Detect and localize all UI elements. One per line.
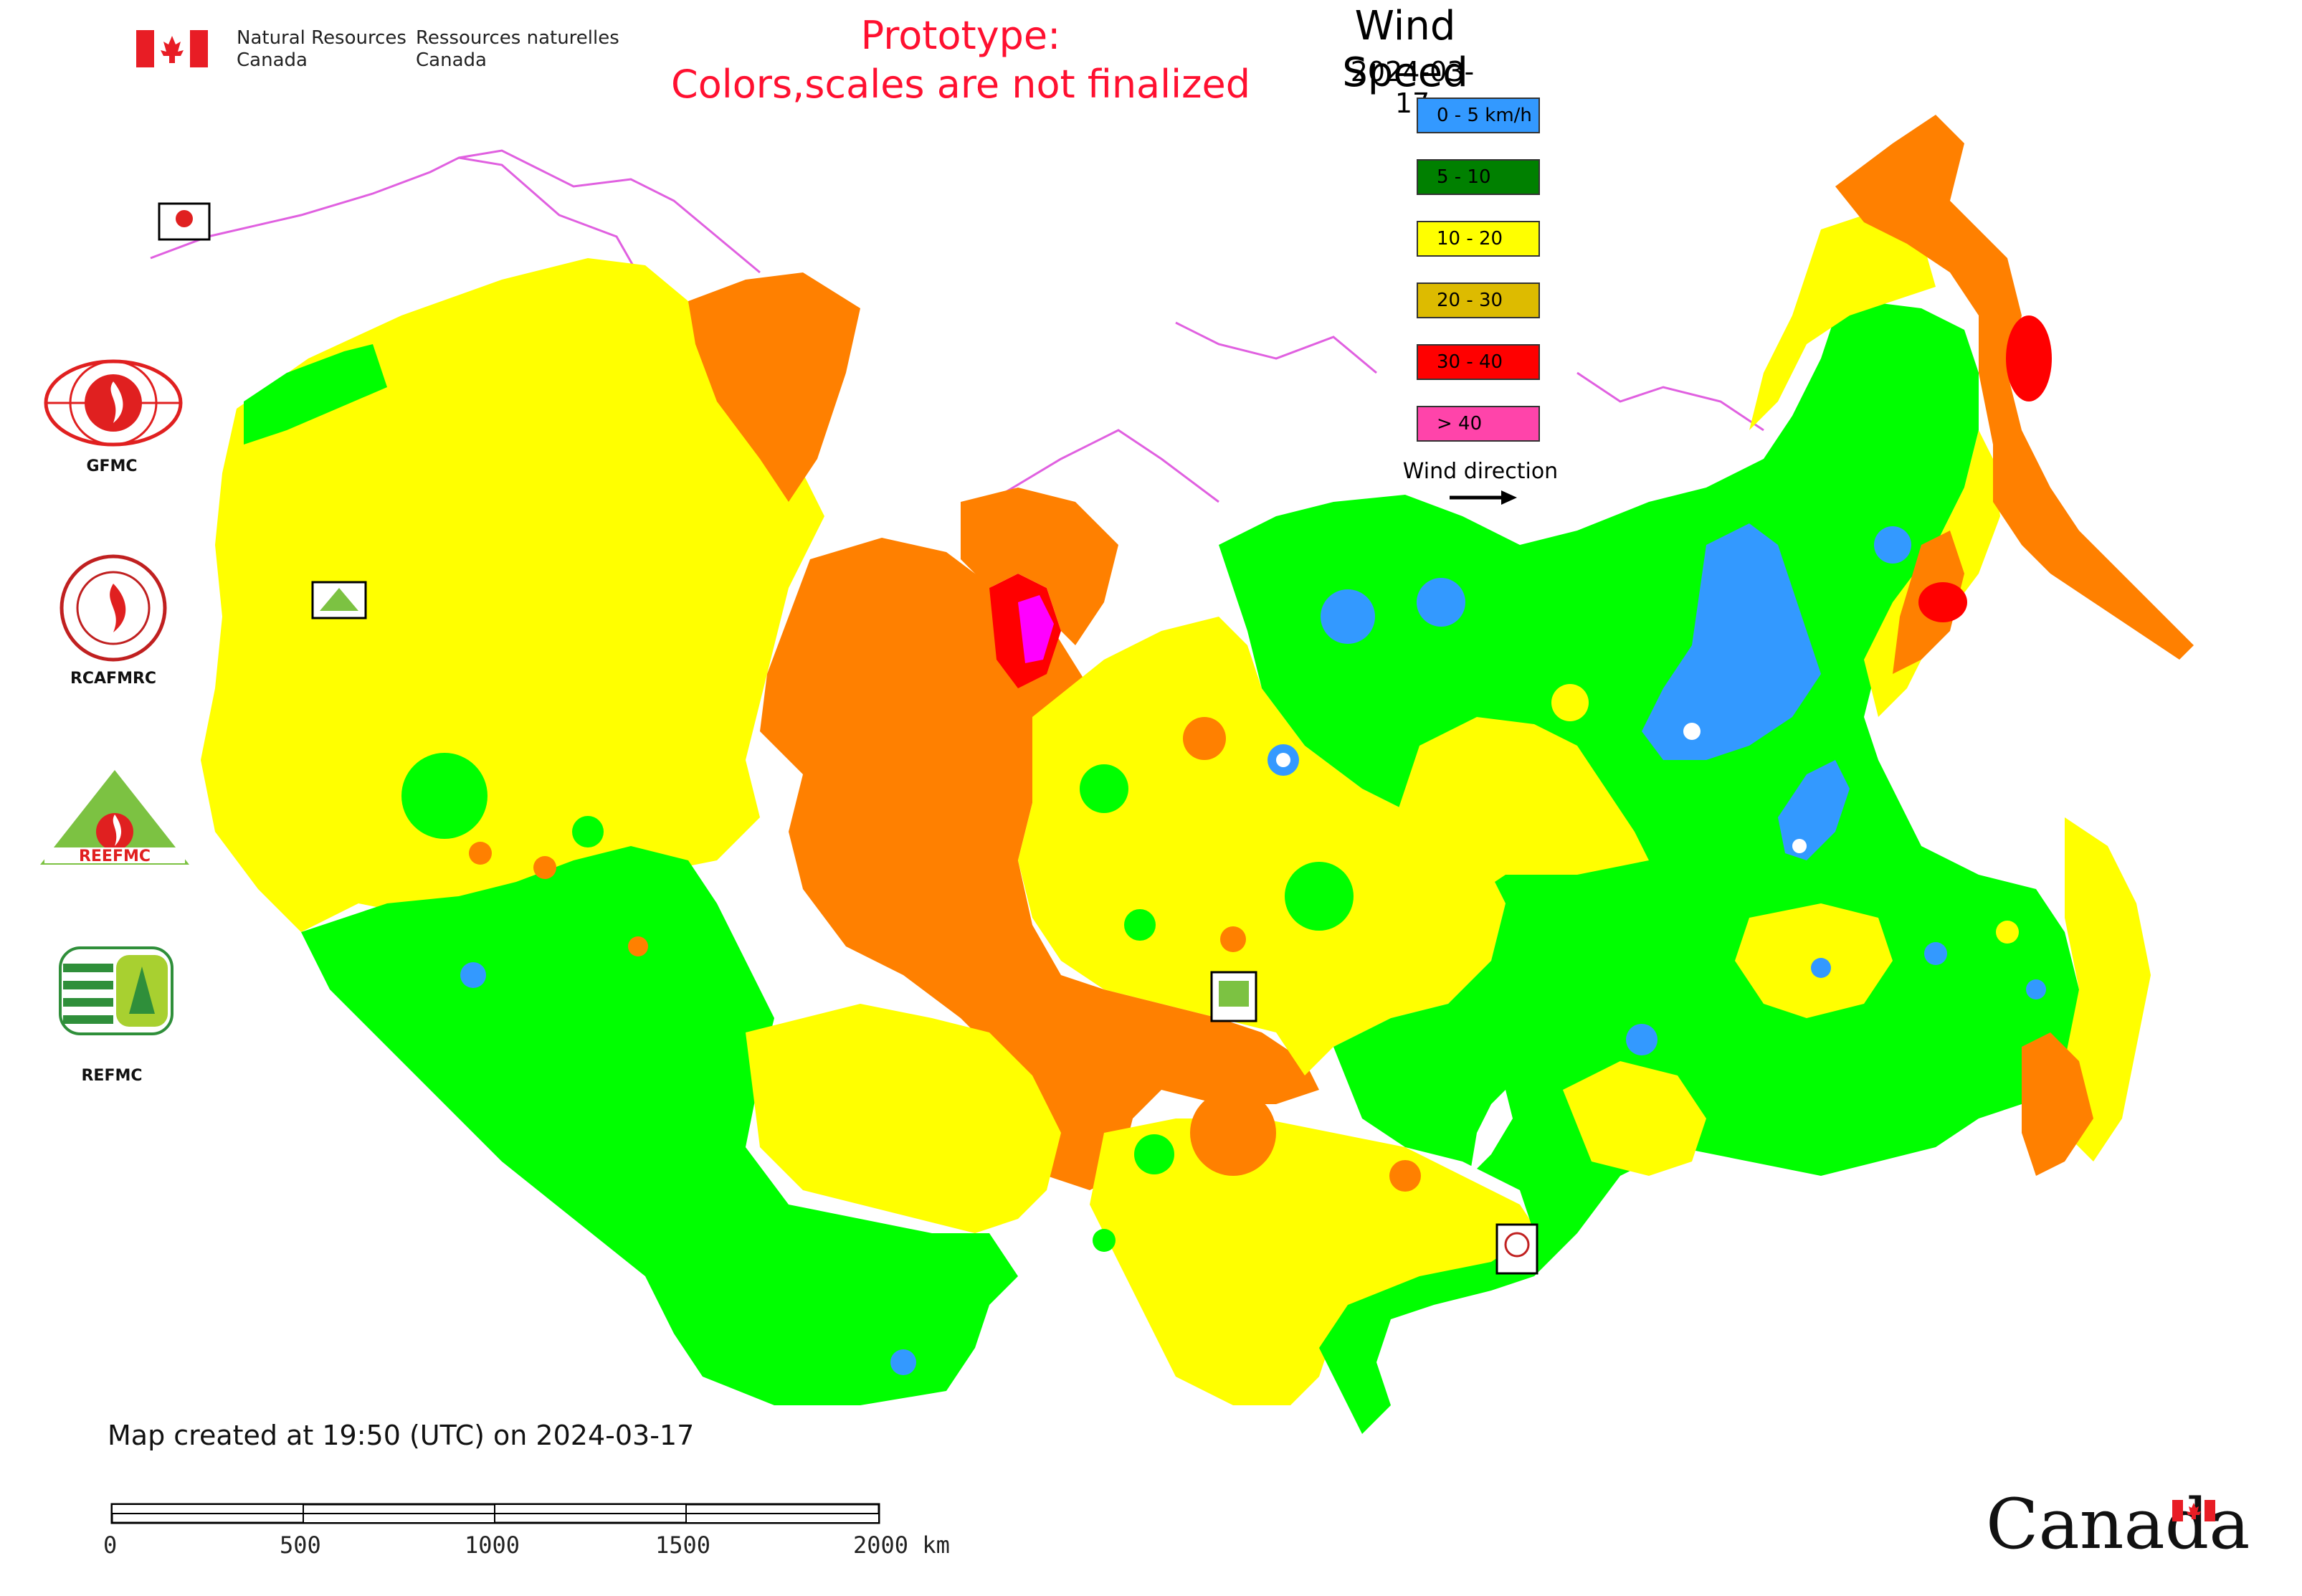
rcafmrc-logo-icon [60, 554, 167, 662]
region-red-kamchatka [2006, 315, 2052, 402]
canada-wordmark-flag-icon [2172, 1500, 2215, 1521]
legend-item-over-40: > 40 [1417, 406, 1540, 442]
region-orange-primorye [2022, 1032, 2093, 1176]
region-yellow-west [201, 258, 824, 932]
region-yellow-east-south [1735, 903, 1893, 1018]
map-lakes [1276, 723, 1807, 1176]
region-yellow-centraleast [1319, 717, 1649, 1004]
legend-item-20-30: 20 - 30 [1417, 282, 1540, 318]
canada-wordmark: Canada [1986, 1484, 2250, 1564]
map-borders [150, 149, 1764, 503]
refmc-logo-label: REFMC [81, 1067, 143, 1085]
region-yellow-chukotka [1749, 215, 1936, 430]
refmc-logo-icon [59, 946, 173, 1035]
legend-item-10-20: 10 - 20 [1417, 221, 1540, 257]
reefmc-logo-icon: REEFMC [40, 770, 189, 865]
svg-text:REEFMC: REEFMC [79, 847, 151, 865]
region-yellow-primorye [2065, 817, 2151, 1162]
scale-bar [110, 1503, 880, 1524]
legend-item-0-5: 0 - 5 km/h [1417, 98, 1540, 133]
rcafmrc-logo-label: RCAFMRC [70, 670, 157, 688]
region-orange-urals [760, 538, 1319, 1190]
scale-tick-0: 0 [103, 1531, 118, 1559]
map-created-timestamp: Map created at 19:50 (UTC) on 2024-03-17 [108, 1420, 695, 1451]
region-red-magadan [1918, 582, 1967, 622]
region-yellow-amur [1563, 1061, 1706, 1176]
region-yellow-south [746, 1004, 1061, 1233]
scale-tick-500: 500 [280, 1531, 321, 1559]
region-orange-yamal [961, 488, 1118, 645]
region-yellow-mongolia [1090, 1118, 1549, 1405]
canada-flag-icon [136, 30, 208, 67]
region-green-nw [244, 344, 387, 445]
legend-item-30-40: 30 - 40 [1417, 344, 1540, 380]
map-spots [401, 526, 2046, 1375]
region-magenta-yamal [1018, 595, 1054, 663]
region-green-southwest [301, 846, 1018, 1405]
map-station-markers [158, 202, 1538, 1275]
org-name-french: Ressources naturelles Canada [416, 27, 619, 71]
gfmc-logo-icon [44, 359, 183, 447]
wind-direction-arrow-icon [1450, 490, 1517, 505]
scale-tick-2000: 2000 km [853, 1531, 950, 1559]
prototype-subtitle: Colors,scales are not finalized [671, 62, 1250, 107]
prototype-title: Prototype: [860, 13, 1061, 58]
legend-title: Wind Speed [1342, 3, 1468, 96]
legend-item-5-10: 5 - 10 [1417, 159, 1540, 195]
wind-direction-label: Wind direction [1402, 459, 1559, 484]
region-blue-yakutia [1642, 523, 1821, 760]
scale-tick-1000: 1000 [465, 1531, 520, 1559]
scale-tick-1500: 1500 [655, 1531, 711, 1559]
region-orange-kamchatka [1835, 115, 2194, 660]
gfmc-logo-label: GFMC [86, 457, 138, 475]
region-orange-kola [688, 272, 860, 502]
region-blue-east [1778, 760, 1850, 860]
org-name-english: Natural Resources Canada [237, 27, 406, 71]
